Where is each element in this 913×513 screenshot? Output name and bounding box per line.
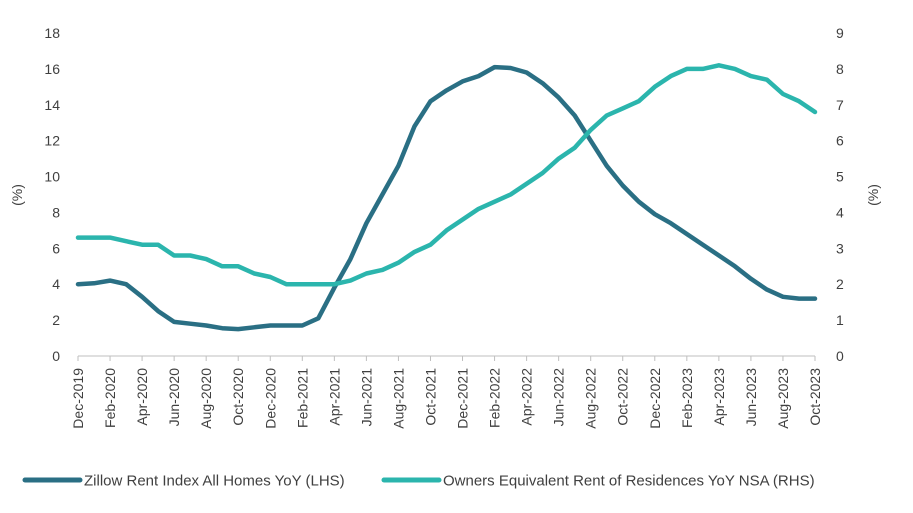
x-tick-label: Apr-2022 <box>519 368 535 426</box>
x-tick-label: Feb-2023 <box>679 368 695 428</box>
left-y-tick-label: 2 <box>52 312 60 328</box>
left-axis-unit: (%) <box>9 184 25 206</box>
right-y-tick-label: 1 <box>836 312 844 328</box>
x-tick-label: Feb-2021 <box>294 368 310 428</box>
right-y-tick-label: 0 <box>836 348 844 364</box>
x-tick-label: Oct-2022 <box>615 368 631 426</box>
left-y-tick-label: 16 <box>44 61 60 77</box>
x-tick-label: Oct-2021 <box>422 368 438 426</box>
x-tick-label: Feb-2020 <box>102 368 118 428</box>
right-y-tick-label: 7 <box>836 97 844 113</box>
x-tick-label: Dec-2019 <box>70 368 86 429</box>
right-y-axis-ticks: 0 1 2 3 4 5 6 7 8 9 <box>836 25 844 364</box>
x-tick-label: Aug-2022 <box>583 368 599 429</box>
x-tick-label: Feb-2022 <box>487 368 503 428</box>
left-y-tick-label: 8 <box>52 204 60 220</box>
x-tick-label: Dec-2022 <box>647 368 663 429</box>
right-axis-unit: (%) <box>865 184 881 206</box>
right-y-tick-label: 3 <box>836 240 844 256</box>
right-y-tick-label: 2 <box>836 276 844 292</box>
x-tick-label: Aug-2021 <box>390 368 406 429</box>
legend-label-zillow: Zillow Rent Index All Homes YoY (LHS) <box>84 473 345 490</box>
x-tick-label: Apr-2023 <box>711 368 727 426</box>
x-tick-label: Jun-2022 <box>551 368 567 427</box>
owners-equivalent-rent-line <box>75 63 818 287</box>
x-tick-label: Aug-2020 <box>198 368 214 429</box>
left-y-tick-label: 0 <box>52 348 60 364</box>
x-tick-label: Aug-2023 <box>775 368 791 429</box>
zillow-rent-index-line <box>75 64 818 332</box>
x-tick-label: Jun-2023 <box>743 368 759 427</box>
left-y-tick-label: 14 <box>44 97 60 113</box>
x-tick-label: Oct-2023 <box>807 368 823 426</box>
right-y-tick-label: 4 <box>836 204 844 220</box>
x-tick-label: Apr-2021 <box>326 368 342 426</box>
legend-label-oer: Owners Equivalent Rent of Residences YoY… <box>443 473 815 490</box>
series-layer <box>75 63 818 332</box>
left-y-tick-label: 10 <box>44 169 60 185</box>
x-axis-ticks: Dec-2019 Feb-2020 Apr-2020 Jun-2020 Aug-2020… <box>70 356 823 429</box>
x-tick-label: Dec-2020 <box>262 368 278 429</box>
right-y-tick-label: 9 <box>836 25 844 41</box>
left-y-tick-label: 12 <box>44 133 60 149</box>
x-tick-label: Jun-2020 <box>166 368 182 427</box>
x-tick-label: Dec-2021 <box>455 368 471 429</box>
right-y-tick-label: 6 <box>836 133 844 149</box>
left-y-tick-label: 18 <box>44 25 60 41</box>
x-tick-label: Oct-2020 <box>230 368 246 426</box>
right-y-tick-label: 8 <box>836 61 844 77</box>
left-y-axis-ticks: 0 2 4 6 8 10 12 14 16 18 <box>44 25 60 364</box>
x-tick-label: Apr-2020 <box>134 368 150 426</box>
legend: Zillow Rent Index All Homes YoY (LHS) Ow… <box>22 473 815 490</box>
x-tick-label: Jun-2021 <box>358 368 374 427</box>
left-y-tick-label: 6 <box>52 240 60 256</box>
left-y-tick-label: 4 <box>52 276 60 292</box>
right-y-tick-label: 5 <box>836 169 844 185</box>
